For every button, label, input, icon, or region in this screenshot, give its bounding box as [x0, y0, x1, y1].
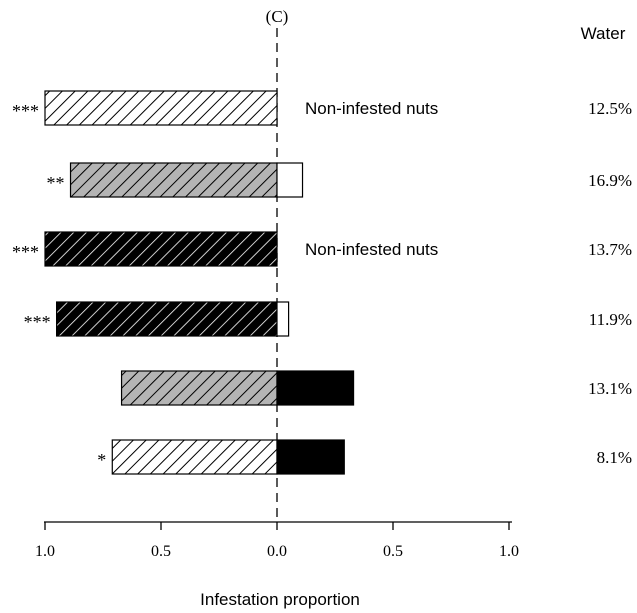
x-tick-label-3: 0.0	[267, 543, 287, 560]
non-infested-label-row-1: Non-infested nuts	[305, 99, 438, 118]
bar-left-row-6	[111, 439, 278, 475]
bar-right-row-5	[276, 370, 355, 406]
bar-left-row-1	[44, 90, 278, 126]
x-tick-label-1: 1.0	[35, 543, 55, 560]
bar-right-row-6	[276, 439, 345, 475]
water-column-header: Water	[581, 24, 626, 43]
x-tick-label-2: 0.5	[151, 543, 171, 560]
x-tick-label-4: 0.5	[383, 543, 403, 560]
significance-marker-row-1: ***	[12, 101, 39, 121]
bar-left-row-2	[69, 162, 278, 198]
water-value-row-1: 12.5%	[588, 99, 632, 118]
bar-left-row-4	[55, 301, 278, 337]
water-value-row-4: 11.9%	[589, 310, 632, 329]
x-axis-ticks: 1.0 0.5 0.0 0.5 1.0	[35, 522, 519, 560]
water-value-row-6: 8.1%	[597, 448, 632, 467]
significance-marker-row-2: **	[47, 173, 65, 193]
bar-left-row-3	[44, 231, 278, 267]
significance-marker-row-4: ***	[24, 312, 51, 332]
panel-label: (C)	[266, 7, 289, 26]
bar-right-row-4	[276, 301, 290, 337]
annotation-group: Non-infested nuts *** 12.5% ** 16.9% Non-infe…	[12, 99, 632, 470]
water-value-row-5: 13.1%	[588, 379, 632, 398]
bar-right-row-2	[276, 162, 304, 198]
water-value-row-2: 16.9%	[588, 171, 632, 190]
significance-marker-row-6: *	[97, 450, 106, 470]
non-infested-label-row-3: Non-infested nuts	[305, 240, 438, 259]
bar-left-row-5	[120, 370, 278, 406]
bar-group	[44, 90, 355, 475]
x-tick-label-5: 1.0	[499, 543, 519, 560]
water-value-row-3: 13.7%	[588, 240, 632, 259]
significance-marker-row-3: ***	[12, 242, 39, 262]
x-axis-label: Infestation proportion	[200, 590, 360, 609]
